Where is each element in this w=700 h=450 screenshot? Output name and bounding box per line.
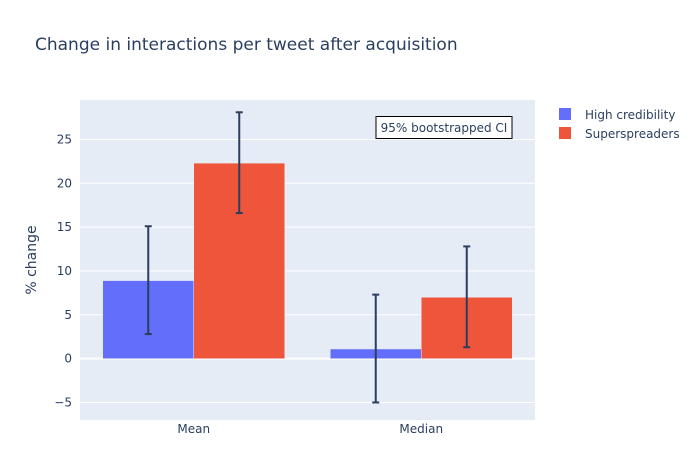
legend-swatch bbox=[559, 127, 571, 139]
y-tick-label: 10 bbox=[57, 264, 72, 278]
x-tick-label: Mean bbox=[177, 422, 210, 436]
y-tick-label: −5 bbox=[54, 395, 72, 409]
ci-annotation-box: 95% bootstrapped CI bbox=[375, 116, 513, 139]
legend: High credibility Superspreaders bbox=[559, 108, 680, 141]
plot-background bbox=[80, 100, 535, 420]
y-tick-label: 20 bbox=[57, 176, 72, 190]
ci-annotation-text: 95% bootstrapped CI bbox=[381, 121, 508, 135]
x-tick-label: Median bbox=[399, 422, 443, 436]
y-axis-label: % change bbox=[24, 225, 40, 294]
plot-area: −5 0 5 10 15 20 25 Mean Median bbox=[54, 100, 535, 436]
y-tick-label: 25 bbox=[57, 132, 72, 146]
y-tick-label: 15 bbox=[57, 220, 72, 234]
y-tick-label: 0 bbox=[64, 352, 72, 366]
legend-label: High credibility bbox=[585, 108, 675, 122]
chart-title: Change in interactions per tweet after a… bbox=[35, 35, 458, 55]
legend-label: Superspreaders bbox=[585, 127, 680, 141]
y-tick-label: 5 bbox=[64, 308, 72, 322]
legend-swatch bbox=[559, 108, 571, 120]
ci-annotation-border bbox=[375, 116, 513, 139]
